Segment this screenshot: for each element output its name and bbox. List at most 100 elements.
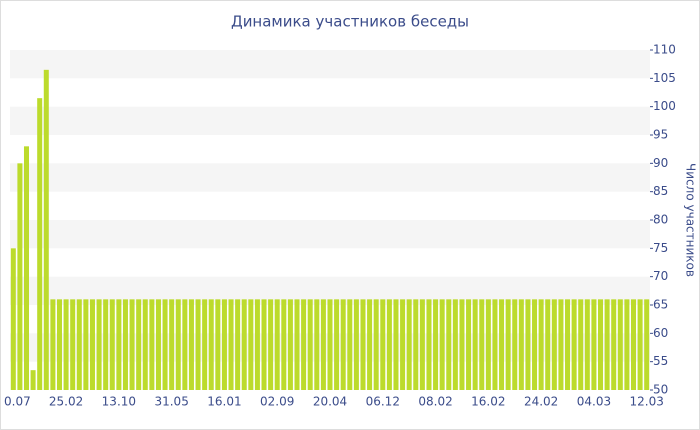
bar (591, 299, 597, 390)
bar (228, 299, 234, 390)
bar (479, 299, 485, 390)
bar (215, 299, 221, 390)
y-tick-label: 110 (653, 43, 676, 57)
bar (261, 299, 267, 390)
x-tick-label: 12.03 (630, 395, 664, 409)
bar (400, 299, 406, 390)
x-tick-label: 20.04 (313, 395, 347, 409)
bar (505, 299, 511, 390)
bar (558, 299, 564, 390)
bar (175, 299, 181, 390)
bar (241, 299, 247, 390)
bar (221, 299, 227, 390)
bar (347, 299, 353, 390)
bar (70, 299, 76, 390)
y-tick-label: 65 (653, 298, 668, 312)
bar (617, 299, 623, 390)
bar (248, 299, 254, 390)
bar (485, 299, 491, 390)
grid-band (10, 50, 650, 79)
bar (353, 299, 359, 390)
bar (30, 370, 36, 390)
x-tick-label: 25.02 (49, 395, 83, 409)
bar (202, 299, 208, 390)
bar (380, 299, 386, 390)
bar (287, 299, 293, 390)
y-tick-label: 50 (653, 383, 668, 397)
bar (518, 299, 524, 390)
bar (307, 299, 313, 390)
bar (334, 299, 340, 390)
bar (268, 299, 274, 390)
bar (393, 299, 399, 390)
y-tick-label: 90 (653, 156, 668, 170)
bar (109, 299, 115, 390)
y-tick-label: 70 (653, 269, 668, 283)
bar (155, 299, 161, 390)
bar (116, 299, 122, 390)
bar (149, 299, 155, 390)
bar (136, 299, 142, 390)
x-tick-label: 16.01 (207, 395, 241, 409)
bar (630, 299, 637, 390)
bar (386, 299, 392, 390)
bar (188, 299, 194, 390)
bar (103, 299, 109, 390)
x-tick-label: 08.02 (418, 395, 452, 409)
bar (373, 299, 379, 390)
bar (195, 299, 201, 390)
bar (433, 299, 439, 390)
bar (545, 299, 551, 390)
bar (367, 299, 373, 390)
bar (63, 299, 69, 390)
bar (644, 299, 650, 390)
bar (598, 299, 604, 390)
bar (637, 299, 643, 390)
grid-band (10, 163, 650, 192)
bar (301, 299, 307, 390)
bar (169, 299, 175, 390)
bar (89, 299, 95, 390)
bar (162, 299, 168, 390)
bar (439, 299, 445, 390)
bar (532, 299, 538, 390)
x-tick-label: 0.07 (4, 395, 31, 409)
bar (43, 69, 49, 390)
bar (281, 299, 287, 390)
bar (50, 299, 56, 390)
bar (37, 98, 43, 391)
y-tick-label: 55 (653, 354, 668, 368)
bar (235, 299, 241, 390)
bar (83, 299, 89, 390)
bar (208, 299, 214, 390)
bar (122, 299, 128, 390)
bar (578, 299, 584, 390)
bar (551, 299, 557, 390)
bar (96, 299, 102, 390)
bar (142, 299, 148, 390)
x-tick-label: 02.09 (260, 395, 294, 409)
y-axis-title: Число участников (684, 163, 698, 277)
bar (565, 299, 571, 390)
bar (10, 248, 16, 390)
bar (17, 163, 23, 390)
y-tick-label: 60 (653, 326, 668, 340)
bar (360, 299, 366, 390)
grid-band (10, 106, 650, 135)
bar (571, 299, 577, 390)
bar (254, 299, 260, 390)
y-tick-label: 80 (653, 213, 668, 227)
bar (499, 299, 505, 390)
bar (320, 299, 326, 390)
bar (426, 299, 432, 390)
x-tick-label: 24.02 (524, 395, 558, 409)
y-tick-label: 85 (653, 184, 668, 198)
bar (452, 299, 458, 390)
x-tick-label: 04.03 (577, 395, 611, 409)
bar (406, 299, 412, 390)
bar (23, 146, 30, 390)
bar (538, 299, 544, 390)
bar (76, 299, 82, 390)
bar (611, 299, 617, 390)
